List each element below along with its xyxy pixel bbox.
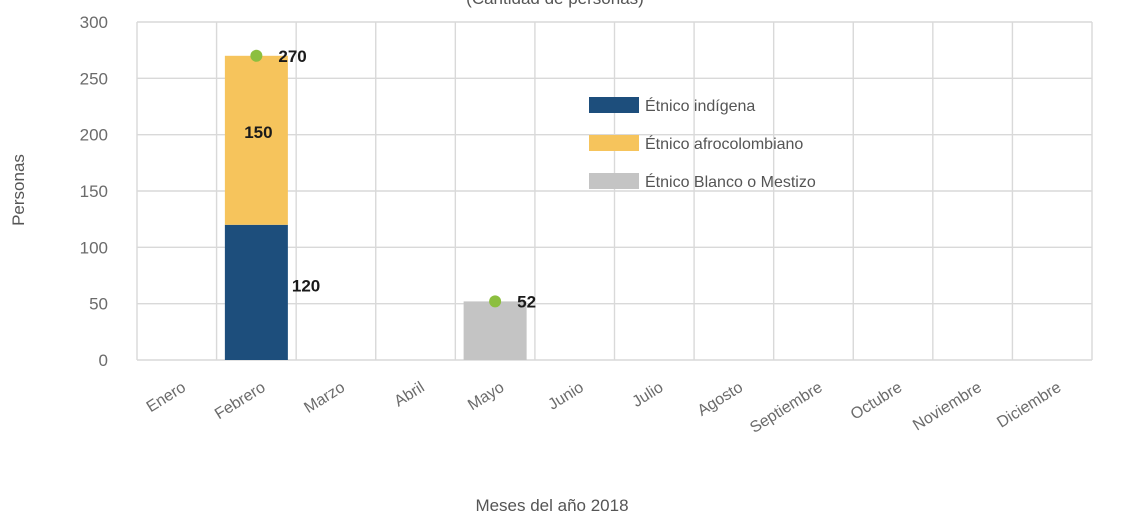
x-tick-label: Julio (629, 379, 666, 411)
x-tick-label: Noviembre (910, 379, 985, 434)
x-tick-label: Abril (392, 379, 428, 410)
y-tick-label: 250 (80, 69, 108, 88)
legend-swatch (589, 97, 639, 113)
x-axis-title: Meses del año 2018 (475, 496, 628, 515)
legend-label: Étnico indígena (645, 96, 755, 115)
x-tick-label: Agosto (695, 379, 746, 420)
legend: Étnico indígena Étnico afrocolombiano Étni… (589, 96, 816, 191)
x-tick-label: Febrero (212, 379, 269, 423)
y-tick-label: 150 (80, 182, 108, 201)
legend-swatch (589, 135, 639, 151)
chart-title: (Cantidad de personas) (466, 0, 644, 8)
x-tick-label: Diciembre (994, 379, 1064, 432)
x-tick-label: Junio (545, 379, 587, 414)
total-label: 270 (278, 47, 306, 66)
legend-label: Étnico Blanco o Mestizo (645, 172, 816, 191)
data-label: 120 (292, 277, 320, 296)
x-tick-label: Enero (144, 379, 189, 416)
x-tick-label: Septiembre (747, 379, 825, 437)
y-tick-label: 300 (80, 13, 108, 32)
bar-segment (224, 224, 288, 360)
bars (224, 55, 527, 360)
y-tick-label: 200 (80, 126, 108, 145)
legend-swatch (589, 173, 639, 189)
y-tick-label: 100 (80, 238, 108, 257)
bar-segment (224, 55, 288, 225)
x-axis-ticks: Enero Febrero Marzo Abril Mayo Junio Julio Agos… (144, 379, 1065, 437)
y-tick-label: 0 (99, 351, 108, 370)
grid (136, 21, 1093, 361)
total-label: 52 (517, 292, 536, 311)
y-axis-title: Personas (9, 154, 28, 226)
data-labels: 120 150 270 52 (244, 47, 536, 312)
legend-label: Étnico afrocolombiano (645, 134, 803, 153)
total-marker (489, 295, 502, 308)
bar-segment (463, 301, 527, 360)
data-label: 150 (244, 123, 272, 142)
x-tick-label: Mayo (465, 379, 507, 414)
y-tick-label: 50 (89, 295, 108, 314)
x-tick-label: Octubre (848, 379, 905, 424)
total-marker (250, 49, 263, 62)
y-axis-ticks: 0 50 100 150 200 250 300 (80, 13, 108, 370)
x-tick-label: Marzo (301, 379, 348, 417)
